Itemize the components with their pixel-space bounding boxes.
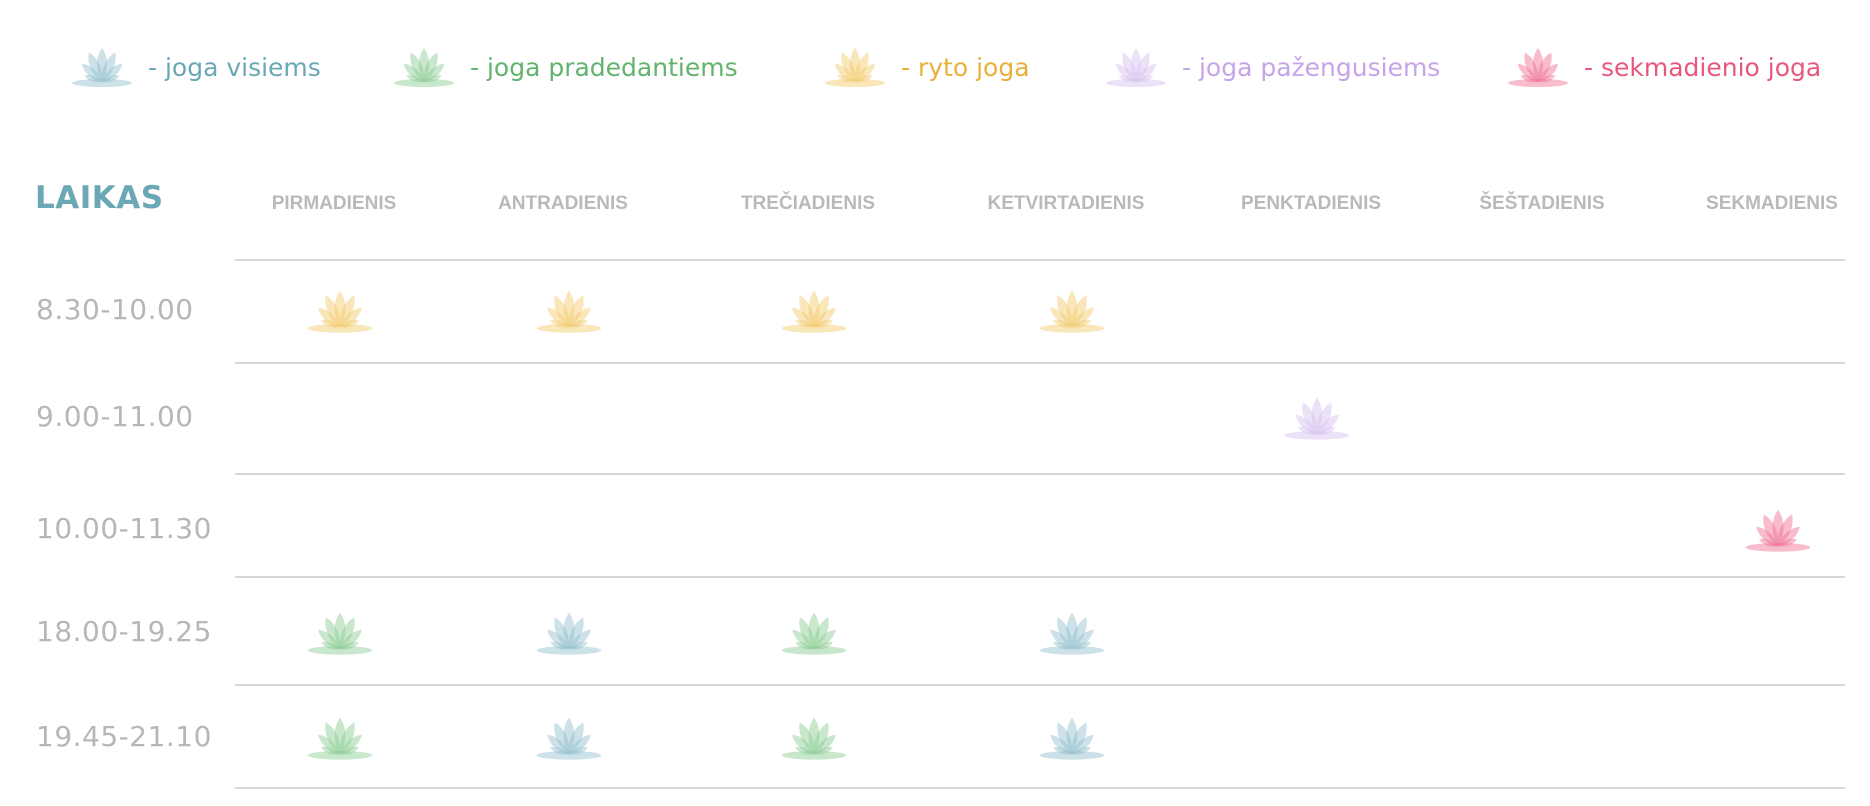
time-slot: 19.45-21.10	[36, 720, 212, 753]
lotus-icon	[1735, 496, 1821, 560]
lotus-icon	[297, 277, 383, 341]
lotus-icon	[1096, 34, 1176, 101]
lotus-icon	[384, 34, 464, 101]
lotus-icon	[815, 34, 895, 101]
lotus-icon	[1029, 704, 1115, 768]
day-header: PIRMADIENIS	[271, 193, 397, 214]
day-header: TREČIADIENIS	[740, 193, 876, 214]
legend-item-visiems: - joga visiems	[62, 32, 321, 102]
lotus-icon	[771, 704, 857, 768]
lotus-icon	[62, 34, 142, 101]
lotus-icon	[771, 277, 857, 341]
legend-item-pazengusiems: - joga pažengusiems	[1096, 32, 1440, 102]
lotus-icon	[1029, 277, 1115, 341]
legend-item-pradedantiems: - joga pradedantiems	[384, 32, 738, 102]
day-header: SEKMADIENIS	[1706, 193, 1838, 214]
row-divider	[235, 684, 1845, 686]
lotus-icon	[526, 599, 612, 663]
legend: - joga visiems - joga pradedantiems - ry…	[0, 0, 1870, 135]
row-divider	[235, 362, 1845, 364]
lotus-icon	[297, 704, 383, 768]
lotus-icon	[297, 599, 383, 663]
day-header: PENKTADIENIS	[1240, 193, 1382, 214]
day-header: ŠEŠTADIENIS	[1479, 193, 1605, 214]
legend-item-sekmadienio: - sekmadienio joga	[1498, 32, 1821, 102]
lotus-icon	[1498, 34, 1578, 101]
lotus-icon	[1274, 384, 1360, 448]
time-slot: 18.00-19.25	[36, 615, 212, 648]
day-header: ANTRADIENIS	[498, 193, 628, 214]
lotus-icon	[1029, 599, 1115, 663]
lotus-icon	[526, 704, 612, 768]
row-divider	[235, 576, 1845, 578]
lotus-icon	[526, 277, 612, 341]
time-slot: 9.00-11.00	[36, 400, 194, 433]
legend-label: - ryto joga	[901, 52, 1030, 82]
legend-label: - joga pradedantiems	[470, 52, 738, 82]
day-header: KETVIRTADIENIS	[987, 193, 1145, 214]
row-divider	[235, 259, 1845, 261]
row-divider	[235, 473, 1845, 475]
time-slot: 8.30-10.00	[36, 293, 194, 326]
legend-item-ryto: - ryto joga	[815, 32, 1030, 102]
row-divider	[235, 787, 1845, 789]
legend-label: - joga pažengusiems	[1182, 52, 1441, 82]
time-slot: 10.00-11.30	[36, 512, 212, 545]
legend-label: - sekmadienio joga	[1584, 52, 1822, 82]
legend-label: - joga visiems	[148, 52, 321, 82]
time-column-header: LAIKAS	[35, 180, 164, 216]
lotus-icon	[771, 599, 857, 663]
